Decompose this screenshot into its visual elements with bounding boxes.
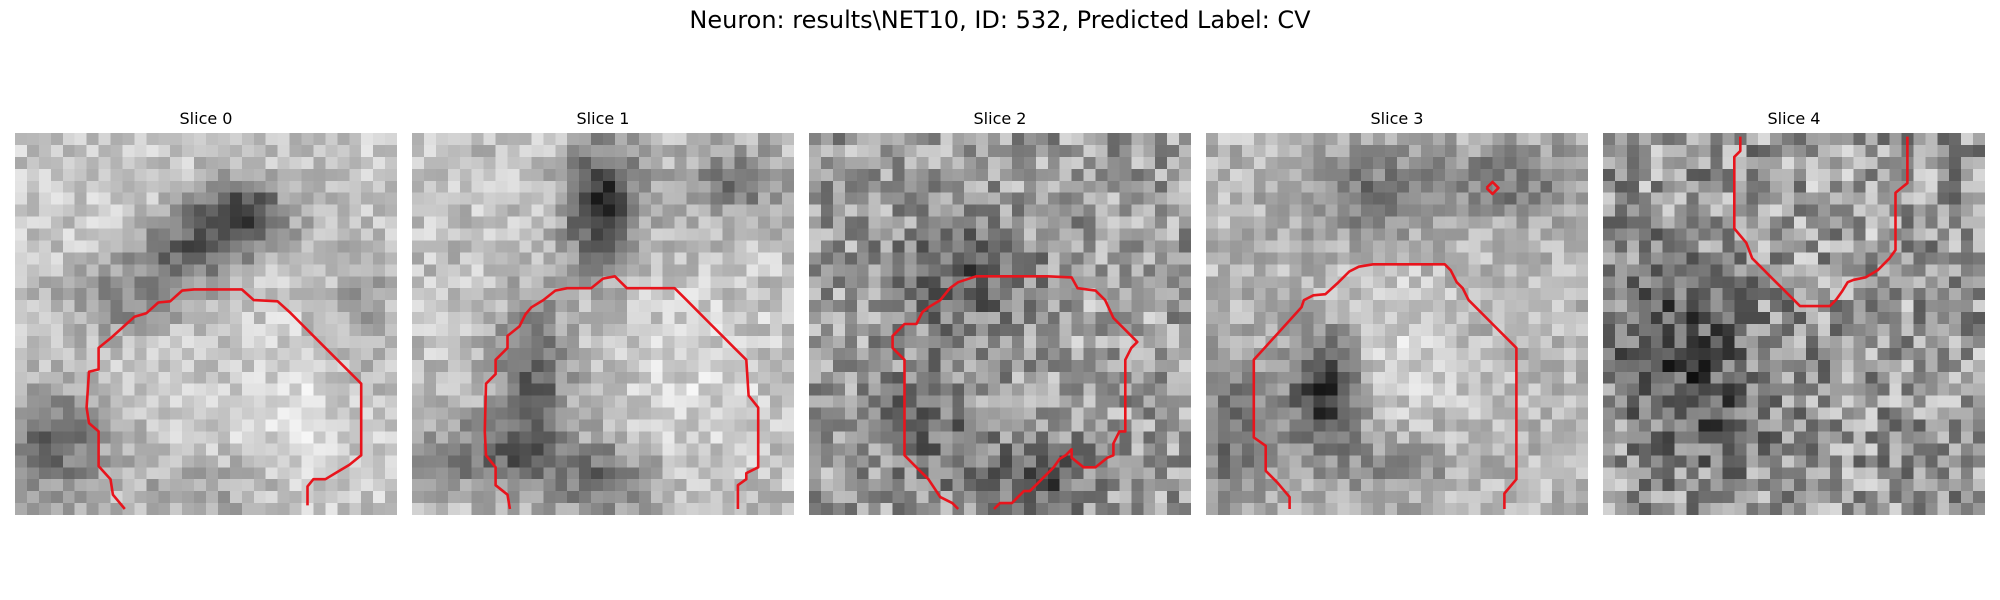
- slice-title: Slice 4: [1767, 109, 1821, 128]
- slice-title: Slice 3: [1370, 109, 1424, 128]
- pixel-grid: [412, 133, 794, 515]
- cell-contour: [891, 275, 1139, 510]
- slice-panel-3: Slice 3: [1206, 108, 1588, 515]
- pixel-grid: [1206, 133, 1588, 515]
- cell-contour: [1252, 263, 1518, 509]
- cell-contour: [85, 288, 363, 510]
- slice-title: Slice 0: [179, 109, 233, 128]
- slice-panel-2: Slice 2: [809, 108, 1191, 515]
- slice-image-1: [412, 133, 794, 515]
- slice-image-4: [1603, 133, 1985, 515]
- slice-panel-1: Slice 1: [412, 108, 794, 515]
- cell-contour: [1485, 180, 1500, 196]
- cell-contour: [1733, 136, 1909, 308]
- slice-image-2: [809, 133, 1191, 515]
- pixel-grid: [809, 133, 1191, 515]
- slice-panel-4: Slice 4: [1603, 108, 1985, 515]
- pixel-grid: [1603, 133, 1985, 515]
- pixel-grid: [15, 133, 397, 515]
- slice-title: Slice 2: [973, 109, 1027, 128]
- slice-image-0: [15, 133, 397, 515]
- slice-title: Slice 1: [576, 109, 630, 128]
- slice-panel-0: Slice 0: [15, 108, 397, 515]
- cell-contour: [483, 275, 760, 510]
- figure-title: Neuron: results\NET10, ID: 532, Predicte…: [689, 6, 1311, 34]
- slice-image-3: [1206, 133, 1588, 515]
